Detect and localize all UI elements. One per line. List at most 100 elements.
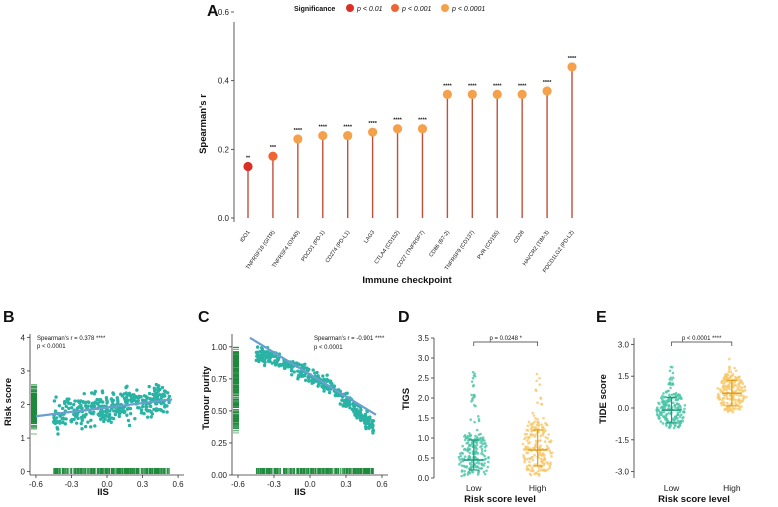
scatter-point xyxy=(75,413,79,417)
strip-point xyxy=(534,425,537,429)
significance-stars: **** xyxy=(294,128,303,134)
strip-point xyxy=(471,398,474,402)
strip-point xyxy=(480,463,484,466)
scatter-point xyxy=(311,368,315,372)
strip-point xyxy=(463,435,466,438)
scatter-point xyxy=(136,399,140,403)
strip-point xyxy=(737,400,740,403)
strip-point xyxy=(463,438,467,442)
strip-point xyxy=(472,393,476,397)
significance-stars: **** xyxy=(443,83,452,89)
x-tick-label: 0.0 xyxy=(101,480,113,489)
strip-point xyxy=(667,389,670,393)
strip-point xyxy=(463,447,467,451)
scatter-point xyxy=(96,412,100,417)
scatter-point xyxy=(84,412,88,417)
scatter-point xyxy=(144,405,149,409)
strip-point xyxy=(659,406,663,410)
scatter-point xyxy=(145,396,149,400)
y-tick-label: -1.5 xyxy=(615,436,629,445)
strip-point xyxy=(728,365,731,369)
scatter-point xyxy=(60,406,65,411)
y-tick-label: -3.0 xyxy=(615,468,629,477)
strip-point xyxy=(664,413,668,417)
scatter-point xyxy=(142,394,147,398)
strip-point xyxy=(526,429,530,432)
strip-point xyxy=(533,463,537,466)
y-tick-label: 3.0 xyxy=(418,354,430,363)
scatter-point xyxy=(163,389,168,394)
scatter-point xyxy=(150,412,155,416)
strip-point xyxy=(469,463,472,466)
scatter-point xyxy=(262,354,266,359)
scatter-point xyxy=(363,421,367,425)
strip-point xyxy=(734,369,738,373)
strip-point xyxy=(541,460,544,463)
strip-point xyxy=(733,383,737,387)
strip-point xyxy=(459,454,463,458)
strip-point xyxy=(726,409,730,412)
strip-point xyxy=(525,447,528,451)
p-value-annotation: p < 0.0001 **** xyxy=(682,336,722,342)
strip-point xyxy=(728,357,731,361)
scatter-point xyxy=(290,373,294,377)
regression-line xyxy=(249,336,377,416)
strip-point xyxy=(682,410,685,414)
scatter-point xyxy=(358,410,362,414)
strip-point xyxy=(525,432,529,436)
significance-stars: **** xyxy=(318,125,327,131)
x-tick-label: CD27 (TNFRSF7) xyxy=(396,230,426,270)
strip-point xyxy=(472,404,476,407)
scatter-point xyxy=(112,409,116,413)
scatter-point xyxy=(313,379,317,383)
x-tick-label: 0.0 xyxy=(304,480,316,489)
scatter-point xyxy=(58,421,62,425)
strip-point xyxy=(725,377,728,381)
strip-point xyxy=(716,387,720,390)
strip-point xyxy=(472,396,475,399)
lollipop-chart: 0.00.20.40.6**IDO1***TNFRSF18 (GITR)****… xyxy=(218,8,577,274)
scatter-point xyxy=(149,415,153,419)
strip-point xyxy=(728,406,732,410)
scatter-point xyxy=(147,384,151,389)
strip-point xyxy=(548,449,552,453)
strip-point xyxy=(723,381,726,385)
strip-point xyxy=(480,444,483,448)
strip-point xyxy=(740,405,743,408)
scatter-point xyxy=(269,353,273,357)
strip-point xyxy=(734,375,737,379)
y-tick-label: 1.0 xyxy=(418,434,430,443)
scatter-point xyxy=(265,356,269,360)
scatter-point xyxy=(321,374,325,378)
scatter-point xyxy=(165,404,169,408)
strip-point xyxy=(525,457,529,461)
strip-point xyxy=(678,396,681,399)
strip-point xyxy=(673,403,677,407)
x-tick-label: LAG3 xyxy=(363,230,376,245)
scatter-point xyxy=(96,401,100,406)
strip-point xyxy=(529,469,533,473)
significance-stars: **** xyxy=(518,83,527,89)
strip-point xyxy=(533,446,537,450)
strip-point xyxy=(486,465,490,469)
scatter-point xyxy=(157,384,161,388)
scatter-point xyxy=(75,406,80,410)
scatter-point xyxy=(90,391,94,395)
strip-point xyxy=(525,465,529,468)
lollipop-point xyxy=(492,89,502,99)
strip-point xyxy=(540,423,543,426)
strip-point xyxy=(464,466,468,469)
strip-point xyxy=(521,442,525,446)
strip-point xyxy=(523,459,527,462)
scatter-point xyxy=(355,416,359,420)
x-tick-label: PDCD1 (PD-1) xyxy=(301,230,327,263)
scatter-point xyxy=(66,401,71,405)
strip-point xyxy=(538,383,542,386)
strip-point xyxy=(662,410,666,414)
strip-point xyxy=(668,369,672,373)
strip-point xyxy=(540,454,544,457)
scatter-point xyxy=(76,399,80,403)
strip-point xyxy=(535,372,539,376)
strip-point xyxy=(741,397,745,401)
strip-point xyxy=(475,451,479,454)
